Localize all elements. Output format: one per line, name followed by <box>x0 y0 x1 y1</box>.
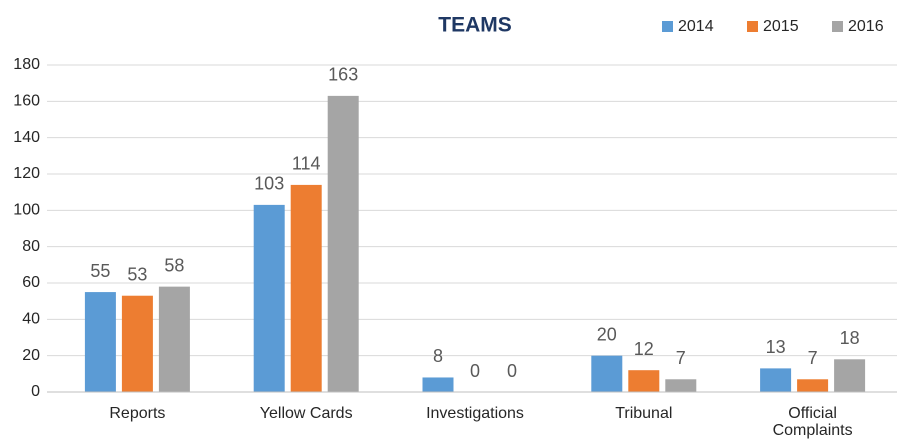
data-label: 53 <box>127 264 147 284</box>
legend-swatch <box>662 21 673 32</box>
bar <box>327 95 359 392</box>
data-label: 7 <box>676 348 686 368</box>
legend-label: 2015 <box>763 18 799 35</box>
y-tick-label: 140 <box>13 129 40 146</box>
bar <box>121 295 153 392</box>
y-tick-label: 40 <box>22 311 40 328</box>
legend-label: 2014 <box>678 18 714 35</box>
data-label: 163 <box>328 65 358 85</box>
x-tick-label: Tribunal <box>615 405 673 422</box>
bar <box>834 359 866 392</box>
x-tick-label: Investigations <box>426 405 524 422</box>
bar <box>628 370 660 392</box>
bar <box>158 286 190 392</box>
data-label: 55 <box>90 261 110 281</box>
x-tick-label: Yellow Cards <box>259 405 353 422</box>
y-tick-label: 0 <box>31 383 40 400</box>
data-label: 103 <box>254 174 284 194</box>
data-label: 12 <box>634 339 654 359</box>
y-tick-label: 160 <box>13 93 40 110</box>
y-tick-label: 120 <box>13 165 40 182</box>
data-label: 18 <box>840 328 860 348</box>
bar <box>760 368 792 392</box>
y-tick-label: 60 <box>22 274 40 291</box>
data-label: 20 <box>597 324 617 344</box>
chart-title: TEAMS <box>438 14 512 37</box>
data-label: 13 <box>766 337 786 357</box>
bar <box>422 377 454 392</box>
data-label: 8 <box>433 346 443 366</box>
bar <box>591 355 623 392</box>
data-label: 0 <box>470 361 480 381</box>
data-label: 58 <box>164 255 184 275</box>
legend-label: 2016 <box>848 18 884 35</box>
x-tick-label: Reports <box>109 405 166 422</box>
legend-swatch <box>832 21 843 32</box>
y-tick-label: 80 <box>22 238 40 255</box>
data-label: 114 <box>292 154 321 174</box>
bar <box>253 204 285 392</box>
bar <box>84 292 116 392</box>
y-tick-label: 20 <box>22 347 40 364</box>
bar <box>797 379 829 392</box>
bar <box>665 379 697 392</box>
data-label: 7 <box>808 348 818 368</box>
x-tick-label: Official Complaints <box>772 405 853 439</box>
data-label: 0 <box>507 361 517 381</box>
bar <box>290 184 322 392</box>
y-tick-label: 180 <box>13 56 40 73</box>
y-tick-label: 100 <box>13 202 40 219</box>
legend-swatch <box>747 21 758 32</box>
